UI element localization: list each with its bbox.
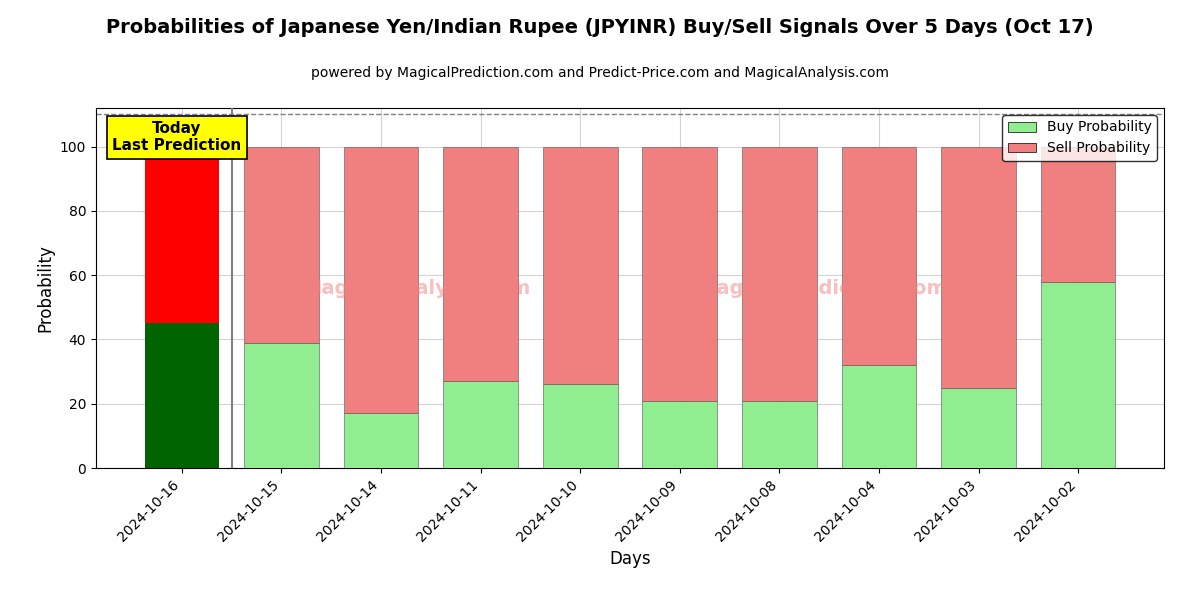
Bar bbox=[542, 385, 618, 468]
Bar bbox=[443, 381, 518, 468]
Y-axis label: Probability: Probability bbox=[36, 244, 54, 332]
Bar bbox=[1040, 281, 1116, 468]
Bar bbox=[343, 413, 419, 468]
Bar bbox=[144, 146, 220, 323]
X-axis label: Days: Days bbox=[610, 550, 650, 568]
Bar bbox=[343, 146, 419, 413]
Bar bbox=[742, 146, 817, 401]
Text: powered by MagicalPrediction.com and Predict-Price.com and MagicalAnalysis.com: powered by MagicalPrediction.com and Pre… bbox=[311, 66, 889, 80]
Text: MagicalPrediction.com: MagicalPrediction.com bbox=[697, 278, 947, 298]
Text: MagicalAnalysis.com: MagicalAnalysis.com bbox=[302, 278, 530, 298]
Bar bbox=[742, 401, 817, 468]
Text: Probabilities of Japanese Yen/Indian Rupee (JPYINR) Buy/Sell Signals Over 5 Days: Probabilities of Japanese Yen/Indian Rup… bbox=[106, 18, 1094, 37]
Bar bbox=[1040, 146, 1116, 281]
Bar bbox=[244, 146, 319, 343]
Bar bbox=[542, 146, 618, 385]
Text: Today
Last Prediction: Today Last Prediction bbox=[113, 121, 241, 153]
Bar bbox=[443, 146, 518, 381]
Bar bbox=[144, 323, 220, 468]
Bar bbox=[941, 388, 1016, 468]
Bar bbox=[642, 401, 718, 468]
Bar bbox=[244, 343, 319, 468]
Legend: Buy Probability, Sell Probability: Buy Probability, Sell Probability bbox=[1002, 115, 1157, 161]
Bar bbox=[841, 146, 917, 365]
Bar bbox=[642, 146, 718, 401]
Bar bbox=[841, 365, 917, 468]
Bar bbox=[941, 146, 1016, 388]
